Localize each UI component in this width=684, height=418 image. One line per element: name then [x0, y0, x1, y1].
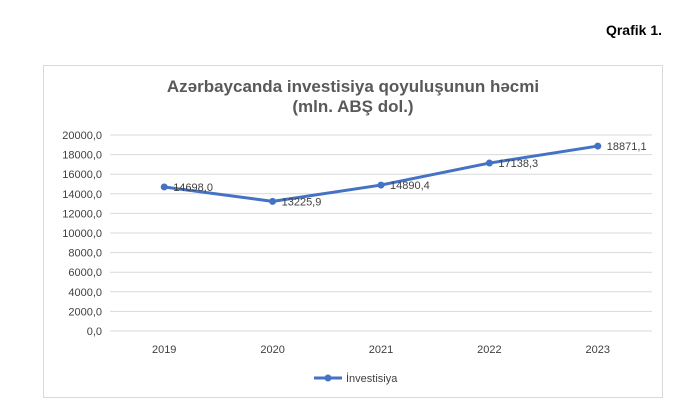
- y-tick-label: 4000,0: [68, 287, 102, 299]
- y-axis-tick-labels: 0,0 2000,0 4000,0 6000,0 8000,0 10000,0 12000,…: [62, 130, 102, 338]
- data-label: 14698,0: [173, 182, 213, 194]
- data-point: [160, 183, 168, 191]
- y-tick-label: 16000,0: [62, 169, 102, 181]
- legend: İnvestisiya: [314, 372, 398, 385]
- y-tick-label: 0,0: [87, 326, 102, 338]
- chart-frame: Azərbaycanda investisiya qoyuluşunun həc…: [43, 65, 663, 398]
- y-tick-label: 12000,0: [62, 208, 102, 220]
- data-label: 18871,1: [607, 141, 647, 153]
- data-label: 17138,3: [498, 158, 538, 170]
- x-tick-label: 2022: [477, 344, 501, 356]
- y-tick-label: 8000,0: [68, 248, 102, 260]
- figure-label: Qrafik 1.: [605, 22, 662, 38]
- y-tick-label: 18000,0: [62, 150, 102, 162]
- y-tick-label: 6000,0: [68, 267, 102, 279]
- data-label: 14890,4: [390, 180, 430, 192]
- x-axis-tick-labels: 2019 2020 2021 2022 2023: [152, 344, 610, 356]
- line-chart: Azərbaycanda investisiya qoyuluşunun həc…: [62, 77, 652, 385]
- y-tick-label: 20000,0: [62, 130, 102, 142]
- y-tick-label: 14000,0: [62, 189, 102, 201]
- y-tick-label: 10000,0: [62, 228, 102, 240]
- x-tick-label: 2020: [260, 344, 284, 356]
- data-label: 13225,9: [282, 196, 322, 208]
- data-point: [377, 181, 385, 189]
- legend-label: İnvestisiya: [346, 372, 398, 385]
- data-point: [269, 197, 277, 205]
- chart-title-line-2: (mln. ABŞ dol.): [292, 97, 413, 116]
- legend-marker: [324, 374, 332, 382]
- x-tick-label: 2023: [586, 344, 610, 356]
- chart-title-line-1: Azərbaycanda investisiya qoyuluşunun həc…: [167, 77, 539, 96]
- x-tick-label: 2021: [369, 344, 393, 356]
- data-point: [594, 142, 602, 150]
- x-tick-label: 2019: [152, 344, 176, 356]
- series-investisiya: 14698,0 13225,9 14890,4 17138,3 18871,1: [160, 141, 647, 208]
- data-point: [485, 159, 493, 167]
- y-tick-label: 2000,0: [68, 306, 102, 318]
- gridlines: [110, 134, 652, 332]
